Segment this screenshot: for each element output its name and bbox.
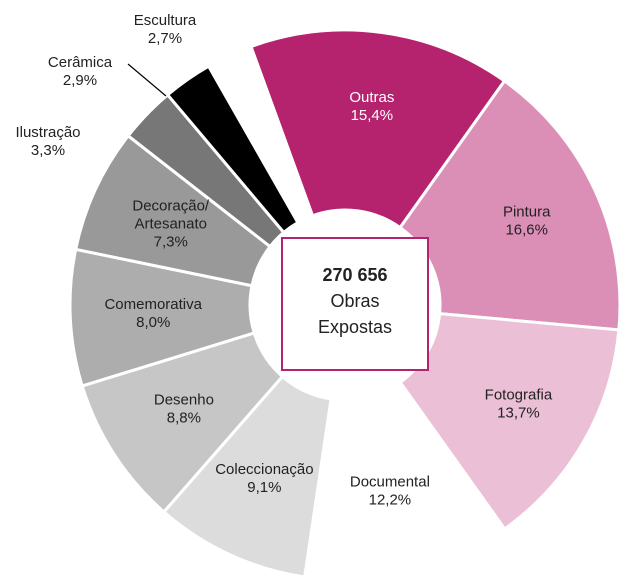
leader-line (127, 63, 167, 97)
value-label: 2,7% (148, 30, 182, 47)
value-label: 8,8% (167, 409, 201, 426)
category-label: Pintura (503, 203, 551, 220)
value-label: 12,2% (369, 492, 412, 509)
value-label: 15,4% (351, 107, 394, 124)
category-label: Fotografia (485, 387, 553, 404)
category-label: Ilustração (15, 124, 80, 141)
category-label: Comemorativa (104, 296, 202, 313)
center-box (281, 237, 429, 371)
category-label: Outras (349, 89, 394, 106)
value-label: 16,6% (505, 221, 548, 238)
value-label: 9,1% (247, 479, 281, 496)
category-label: Decoração/Artesanato (132, 197, 210, 232)
category-label: Cerâmica (48, 54, 113, 71)
center-label: Expostas (318, 317, 392, 337)
category-label: Escultura (134, 12, 197, 29)
value-label: 7,3% (154, 233, 188, 250)
value-label: 13,7% (497, 405, 540, 422)
center-label: Obras (330, 291, 379, 311)
center-value: 270 656 (322, 265, 387, 285)
value-label: 8,0% (136, 314, 170, 331)
category-label: Desenho (154, 391, 214, 408)
value-label: 2,9% (63, 72, 97, 89)
category-label: Coleccionação (215, 461, 313, 478)
value-label: 3,3% (31, 142, 65, 159)
category-label: Documental (350, 474, 430, 491)
